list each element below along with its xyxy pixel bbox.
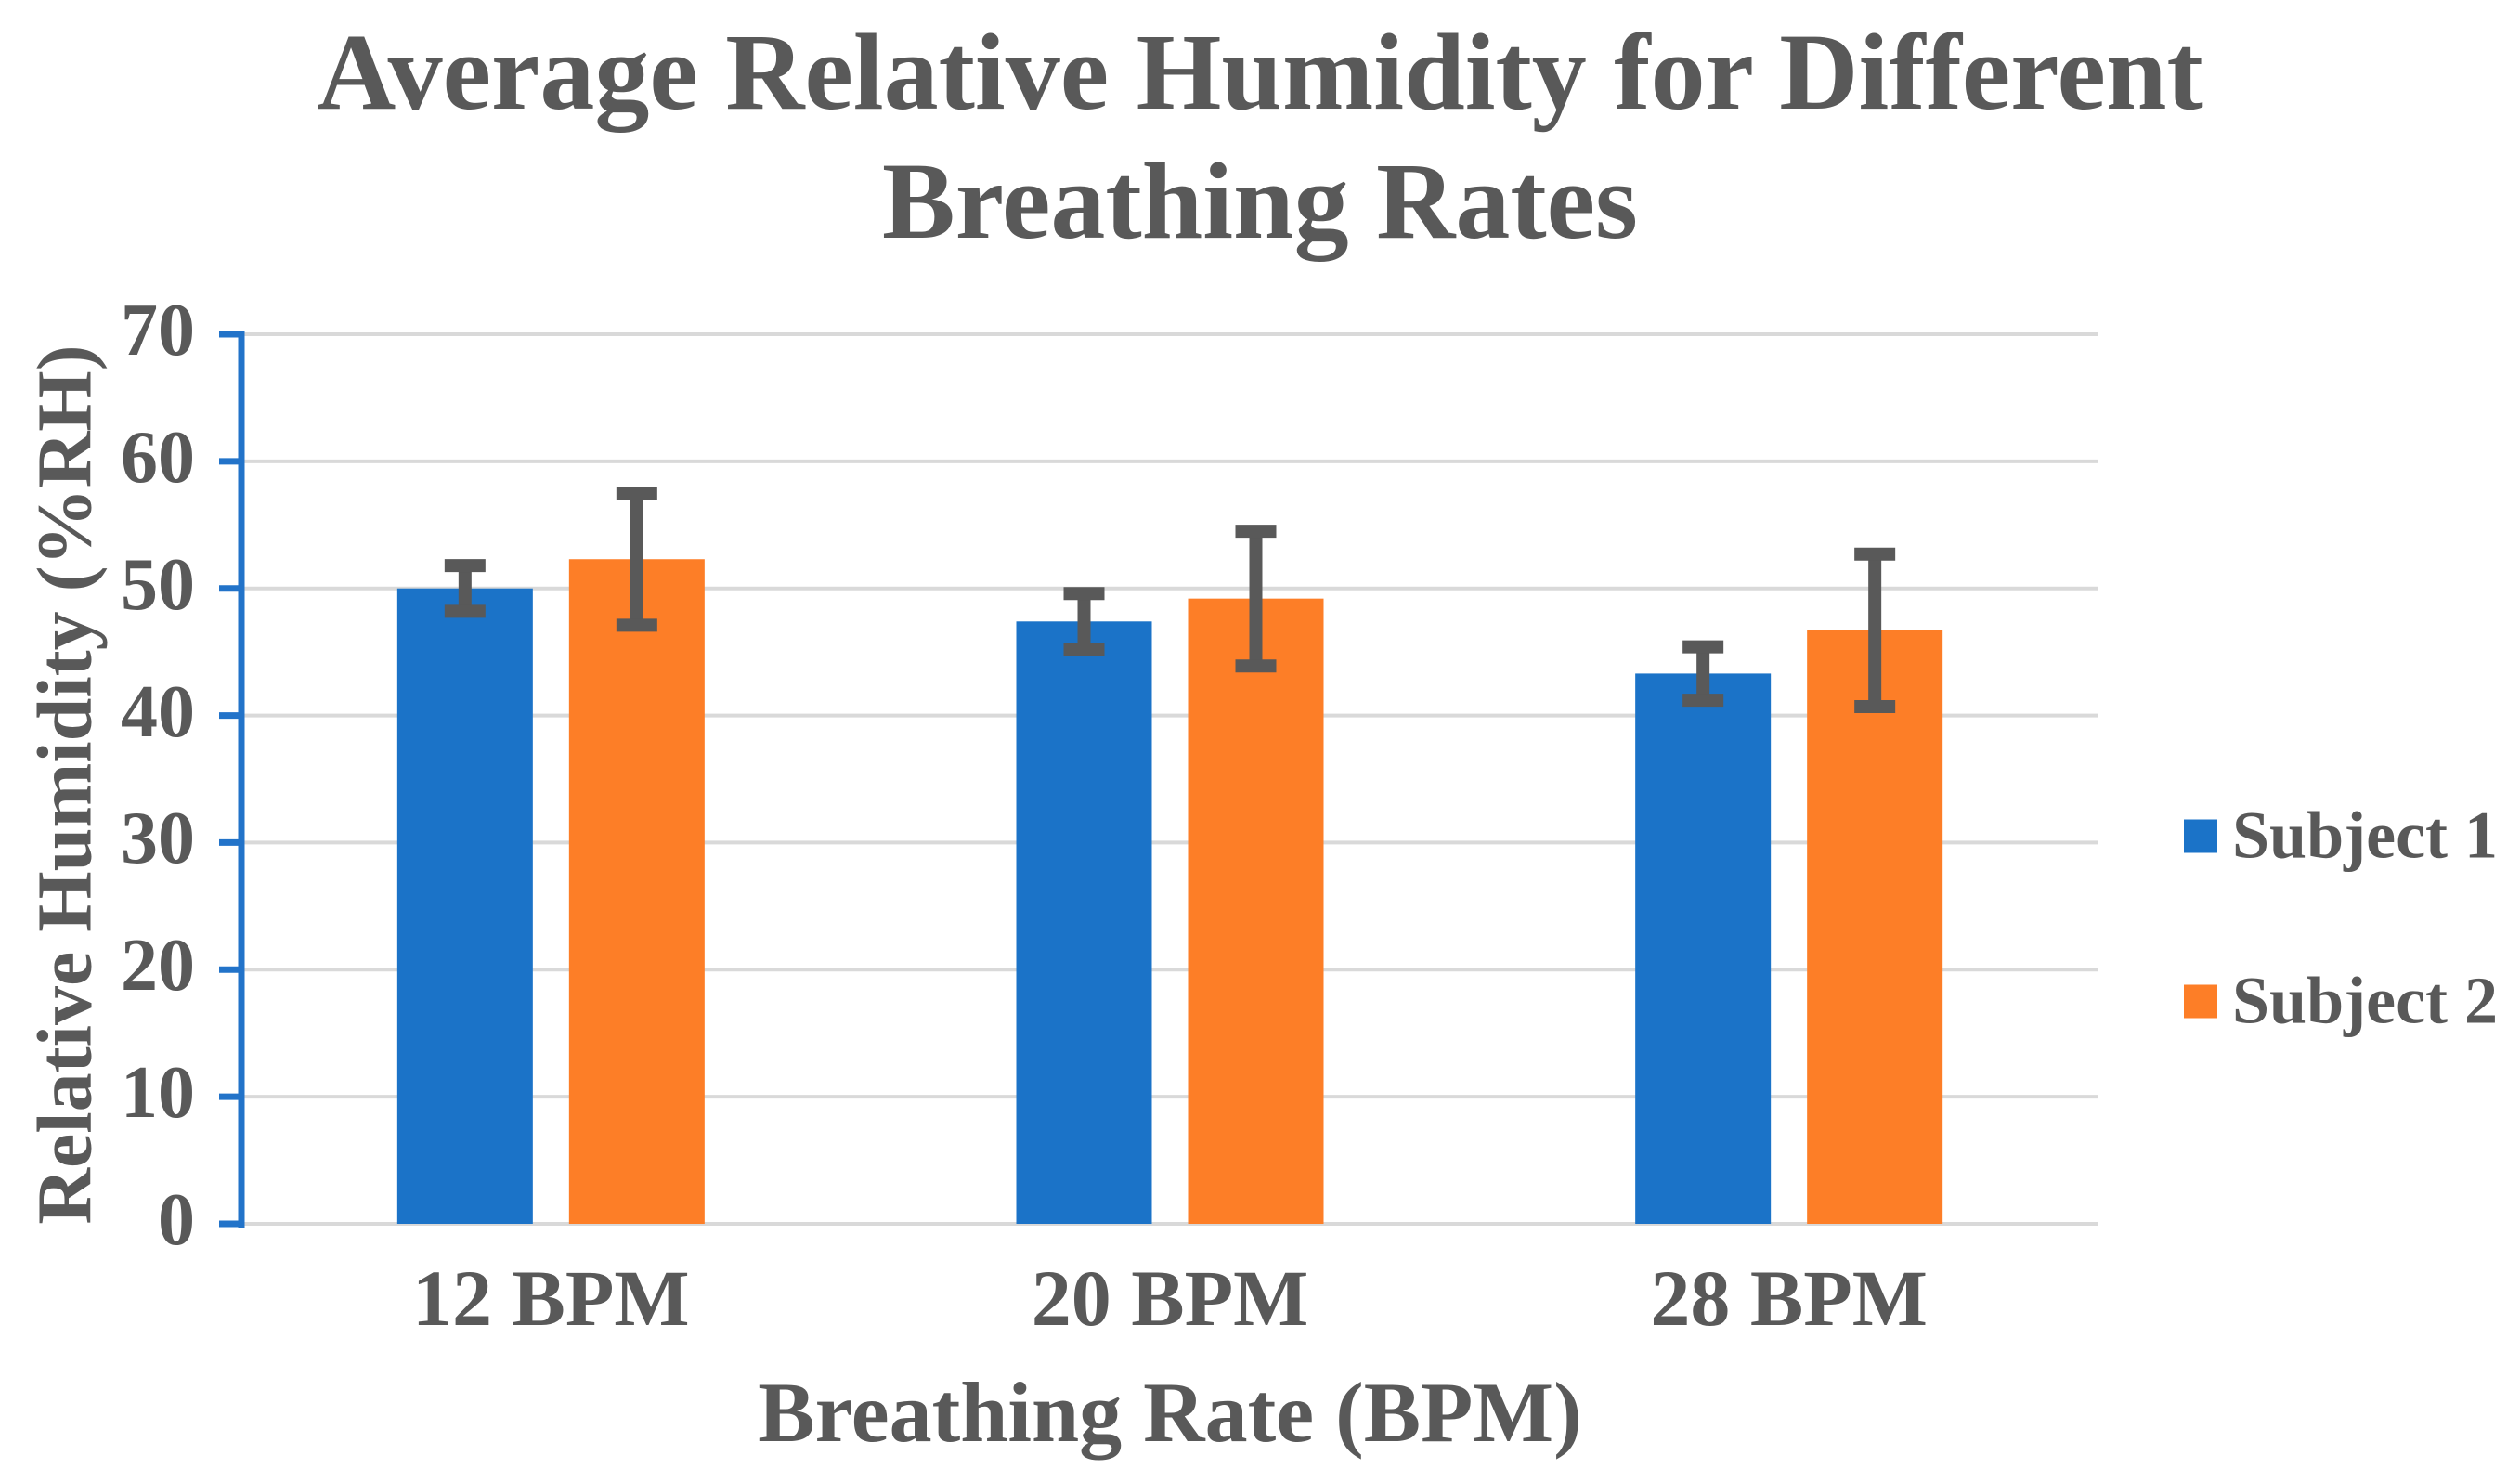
y-tick-label: 20 (121, 925, 195, 1007)
legend-item: Subject 2 (2184, 963, 2498, 1040)
legend-swatch-subject-1 (2184, 819, 2217, 852)
y-tick-label: 50 (121, 543, 195, 626)
bar-subject-1 (1635, 673, 1772, 1224)
y-tick-label: 70 (121, 289, 195, 371)
x-axis-title: Breathing Rate (BPM) (758, 1365, 1582, 1460)
bar-subject-2 (1807, 630, 1943, 1224)
y-axis-title: Relative Humidity (%RH) (21, 344, 109, 1225)
chart-title: Average Relative Humidity for Different … (0, 7, 2520, 266)
y-tick-label: 0 (158, 1178, 195, 1261)
category-label: 12 BPM (412, 1254, 690, 1343)
y-tick-label: 10 (121, 1052, 195, 1135)
category-label: 28 BPM (1650, 1254, 1928, 1343)
bar-subject-2 (568, 559, 705, 1224)
legend-label: Subject 2 (2232, 963, 2498, 1038)
y-tick-label: 40 (121, 670, 195, 753)
y-tick-label: 60 (121, 416, 195, 499)
chart-title-line-2: Breathing Rates (882, 140, 1638, 263)
legend-label: Subject 1 (2232, 798, 2498, 873)
bar-subject-1 (1016, 621, 1152, 1224)
chart-title-line-1: Average Relative Humidity for Different (317, 11, 2203, 133)
y-tick-label: 30 (121, 798, 195, 880)
bar-subject-1 (396, 588, 533, 1224)
bar-subject-2 (1188, 598, 1324, 1224)
category-label: 20 BPM (1031, 1254, 1309, 1343)
legend-item: Subject 1 (2184, 798, 2498, 875)
legend-swatch-subject-2 (2184, 984, 2217, 1018)
